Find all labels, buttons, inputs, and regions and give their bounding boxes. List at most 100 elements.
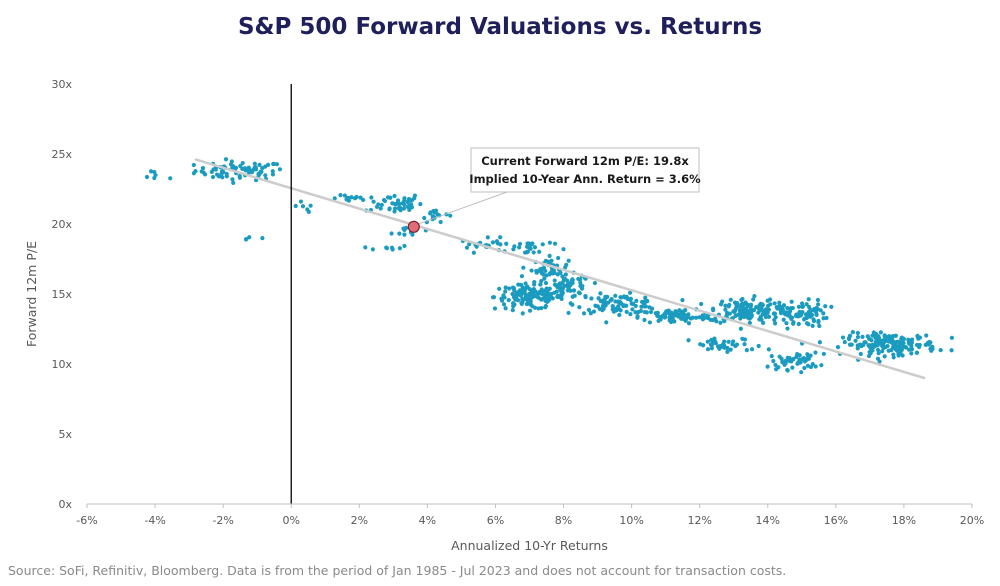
scatter-point — [588, 311, 593, 316]
scatter-point — [924, 333, 929, 338]
scatter-point — [519, 288, 524, 293]
scatter-point — [710, 317, 715, 323]
trend-line — [194, 158, 926, 380]
scatter-point — [200, 166, 206, 171]
x-axis-label: Annualized 10-Yr Returns — [451, 538, 608, 553]
scatter-point — [713, 341, 718, 346]
scatter-point — [927, 339, 932, 345]
scatter-point — [726, 304, 731, 309]
scatter-point — [369, 195, 374, 200]
scatter-point — [342, 193, 347, 198]
scatter-point — [300, 204, 306, 209]
scatter-point — [676, 314, 681, 319]
scatter-point — [547, 272, 552, 277]
scatter-point — [548, 291, 554, 297]
scatter-point — [742, 337, 748, 342]
scatter-point — [795, 352, 800, 357]
scatter-point — [238, 163, 243, 169]
scatter-point — [199, 169, 204, 174]
scatter-point — [909, 351, 914, 356]
scatter-point — [370, 247, 375, 252]
scatter-point — [882, 333, 887, 339]
scatter-point — [257, 162, 262, 167]
scatter-point — [293, 203, 298, 209]
callout-line-1: Current Forward 12m P/E: 19.8x — [481, 154, 689, 168]
scatter-point — [528, 293, 533, 298]
scatter-point — [560, 274, 565, 279]
scatter-point — [796, 321, 801, 327]
scatter-point — [577, 305, 582, 310]
scatter-point — [519, 282, 524, 287]
scatter-point — [298, 199, 304, 204]
scatter-point — [464, 245, 470, 250]
scatter-point — [859, 344, 864, 349]
scatter-point — [517, 245, 522, 250]
scatter-point — [378, 206, 383, 211]
scatter-point — [402, 227, 407, 232]
scatter-point — [701, 316, 706, 321]
scatter-point — [517, 241, 523, 247]
scatter-point — [628, 297, 633, 302]
scatter-point — [542, 296, 548, 302]
scatter-point — [813, 364, 818, 369]
scatter-point — [906, 347, 912, 352]
scatter-point — [758, 314, 763, 319]
scatter-point — [393, 206, 398, 211]
scatter-point — [829, 304, 834, 309]
scatter-point — [389, 245, 395, 250]
scatter-point — [490, 240, 496, 245]
scatter-point — [761, 308, 766, 314]
scatter-point — [543, 268, 548, 274]
scatter-point — [519, 274, 525, 279]
scatter-point — [598, 306, 603, 312]
scatter-point — [270, 169, 275, 174]
scatter-point — [655, 311, 660, 317]
scatter-point — [906, 337, 911, 342]
scatter-point — [878, 330, 883, 335]
scatter-point — [498, 235, 503, 240]
x-tick-label: -4% — [144, 514, 165, 527]
scatter-point — [763, 314, 769, 320]
scatter-point — [516, 298, 521, 303]
x-tick-label: -6% — [76, 514, 97, 527]
scatter-point — [542, 276, 547, 281]
scatter-point — [712, 336, 717, 341]
scatter-point — [810, 323, 815, 328]
scatter-point — [688, 316, 693, 321]
x-tick-label: 4% — [419, 514, 436, 527]
scatter-point — [745, 303, 750, 309]
scatter-point — [527, 308, 533, 313]
scatter-point — [788, 306, 793, 311]
scatter-point — [821, 311, 826, 316]
y-tick-label: 30x — [51, 78, 72, 91]
scatter-point — [728, 347, 733, 352]
scatter-point — [596, 296, 601, 301]
scatter-point — [949, 348, 954, 353]
scatter-point — [749, 347, 755, 352]
scatter-point — [529, 268, 534, 273]
scatter-point — [658, 317, 663, 322]
scatter-point — [773, 321, 778, 326]
scatter-point — [774, 367, 779, 372]
scatter-point — [537, 249, 542, 254]
scatter-point — [823, 304, 828, 309]
scatter-point — [209, 169, 214, 174]
scatter-point — [816, 302, 821, 307]
source-note: Source: SoFi, Refinitiv, Bloomberg. Data… — [8, 563, 787, 578]
scatter-point — [148, 169, 154, 174]
scatter-point — [835, 345, 841, 350]
scatter-point — [256, 171, 261, 177]
scatter-point — [305, 207, 310, 212]
scatter-point — [506, 298, 511, 303]
scatter-point — [723, 307, 728, 312]
scatter-point — [781, 303, 787, 308]
scatter-point — [662, 315, 667, 320]
scatter-point — [540, 242, 545, 247]
scatter-point — [521, 265, 526, 270]
scatter-point — [561, 247, 566, 252]
scatter-point — [260, 166, 265, 171]
scatter-point — [511, 294, 517, 299]
scatter-point — [949, 335, 955, 340]
scatter-point — [734, 302, 739, 307]
